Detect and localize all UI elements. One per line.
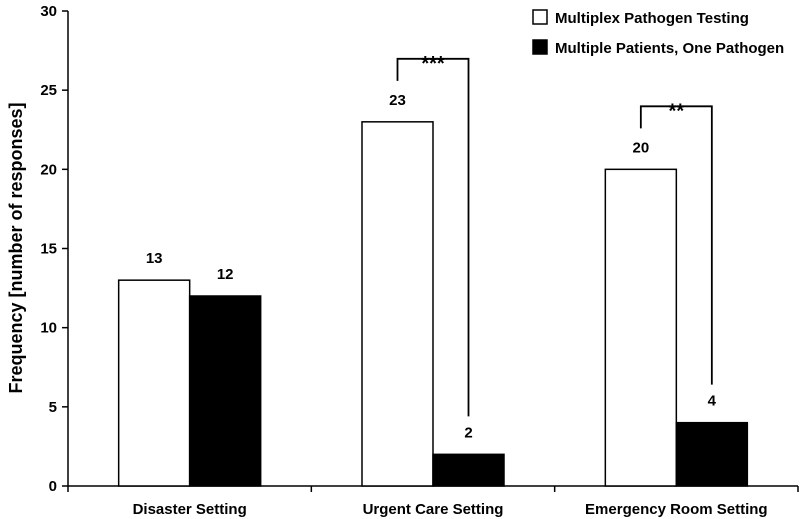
y-tick-label: 15: [40, 241, 57, 258]
significance-bracket: [396, 57, 470, 417]
data-label: 12: [217, 266, 234, 283]
x-tick-label: Emergency Room Setting: [585, 501, 768, 518]
x-axis: Disaster Setting Urgent Care Setting Emerg…: [67, 485, 799, 518]
legend-label: Multiple Patients, One Pathogen: [555, 40, 784, 57]
data-label: 13: [146, 250, 163, 267]
bars: [117, 121, 749, 487]
y-axis-title: Frequency [number of responses]: [6, 102, 26, 393]
data-label: 23: [389, 92, 406, 109]
significance-label: ***: [421, 53, 445, 75]
legend-swatch: [532, 9, 548, 25]
significance-bracket: [639, 105, 713, 385]
significance-brackets: *****: [396, 53, 713, 417]
bar: [432, 453, 505, 487]
bar: [117, 279, 191, 487]
data-label: 2: [464, 424, 472, 441]
bar: [604, 168, 678, 487]
y-tick-label: 10: [40, 320, 57, 337]
x-tick-label: Disaster Setting: [133, 501, 247, 518]
bar: [675, 421, 749, 487]
x-tick-label: Urgent Care Setting: [363, 501, 504, 518]
bar: [361, 121, 434, 487]
y-tick-label: 25: [40, 82, 57, 99]
data-label: 20: [632, 139, 649, 156]
y-tick-label: 5: [49, 399, 57, 416]
y-tick-label: 20: [40, 161, 57, 178]
data-label: 4: [708, 393, 717, 410]
legend: Multiplex Pathogen Testing Multiple Patie…: [532, 9, 784, 57]
y-axis: 0 5 10 15 20 25 30: [40, 3, 69, 495]
bar: [188, 295, 262, 487]
value-labels: 13 12 23 2 20 4: [146, 92, 717, 442]
y-tick-label: 30: [40, 3, 57, 20]
y-tick-label: 0: [49, 478, 57, 495]
significance-label: **: [669, 100, 685, 122]
legend-label: Multiplex Pathogen Testing: [555, 10, 749, 27]
legend-swatch: [532, 39, 548, 55]
